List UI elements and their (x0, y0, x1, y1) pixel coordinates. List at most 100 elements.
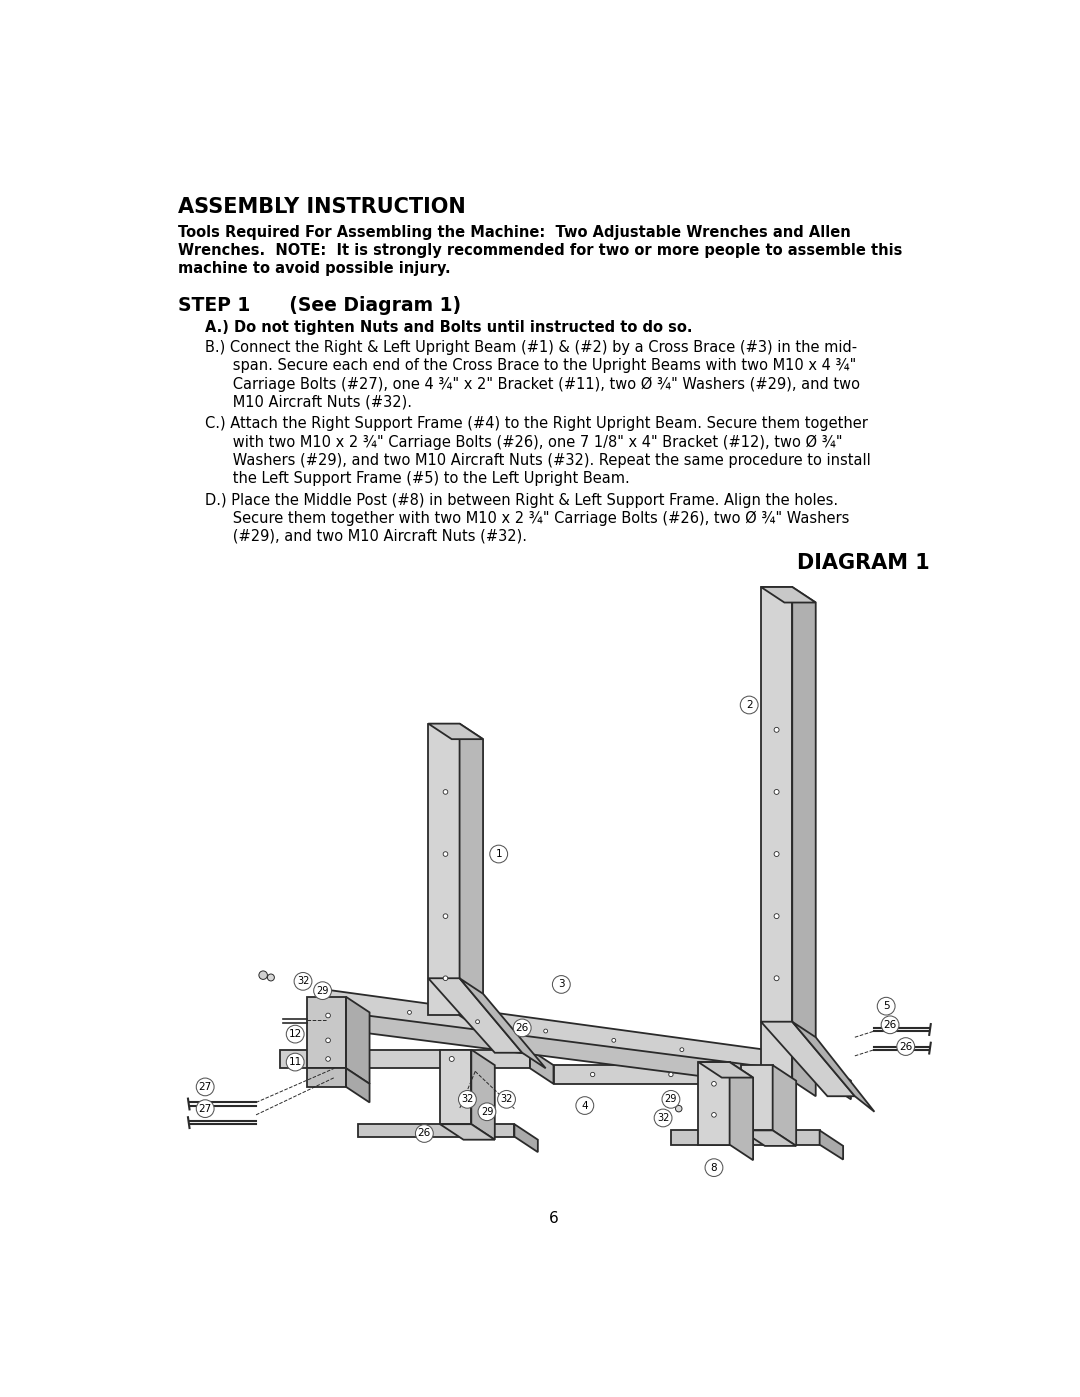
Text: 32: 32 (657, 1113, 670, 1123)
Circle shape (552, 975, 570, 993)
Polygon shape (316, 989, 775, 1073)
Circle shape (896, 1038, 915, 1055)
Circle shape (449, 1056, 455, 1062)
Polygon shape (346, 1069, 369, 1102)
Polygon shape (440, 1125, 495, 1140)
Polygon shape (307, 1069, 346, 1087)
Circle shape (475, 1020, 480, 1024)
Circle shape (774, 975, 779, 981)
Polygon shape (440, 1049, 471, 1125)
Text: 26: 26 (418, 1129, 431, 1139)
Text: C.) Attach the Right Support Frame (#4) to the Right Upright Beam. Secure them t: C.) Attach the Right Support Frame (#4) … (205, 416, 867, 432)
Circle shape (740, 696, 758, 714)
Text: A.) Do not tighten Nuts and Bolts until instructed to do so.: A.) Do not tighten Nuts and Bolts until … (205, 320, 692, 335)
Text: Secure them together with two M10 x 2 ¾" Carriage Bolts (#26), two Ø ¾" Washers: Secure them together with two M10 x 2 ¾"… (205, 511, 849, 527)
Circle shape (712, 1112, 716, 1118)
Circle shape (774, 728, 779, 732)
Polygon shape (699, 1062, 753, 1077)
Polygon shape (741, 1065, 772, 1130)
Polygon shape (460, 978, 545, 1069)
Text: 8: 8 (711, 1162, 717, 1172)
Text: 2: 2 (746, 700, 753, 710)
Polygon shape (699, 1062, 730, 1144)
Circle shape (490, 845, 508, 863)
Circle shape (877, 997, 895, 1016)
Text: 32: 32 (500, 1094, 513, 1105)
Text: 11: 11 (288, 1058, 301, 1067)
Circle shape (326, 1056, 330, 1062)
Text: DIAGRAM 1: DIAGRAM 1 (797, 553, 930, 573)
Text: with two M10 x 2 ¾" Carriage Bolts (#26), one 7 1/8" x 4" Bracket (#12), two Ø ¾: with two M10 x 2 ¾" Carriage Bolts (#26)… (205, 434, 842, 450)
Text: 26: 26 (900, 1042, 913, 1052)
Circle shape (294, 972, 312, 990)
Text: ASSEMBLY INSTRUCTION: ASSEMBLY INSTRUCTION (177, 197, 465, 217)
Circle shape (443, 977, 448, 981)
Polygon shape (761, 587, 793, 1081)
Text: 12: 12 (288, 1030, 301, 1039)
Polygon shape (761, 587, 815, 602)
Text: 29: 29 (481, 1106, 494, 1116)
Circle shape (197, 1099, 214, 1118)
Circle shape (660, 1118, 666, 1125)
Polygon shape (772, 1065, 796, 1146)
Text: Wrenches.  NOTE:  It is strongly recommended for two or more people to assemble : Wrenches. NOTE: It is strongly recommend… (177, 243, 902, 257)
Polygon shape (307, 997, 346, 1069)
Polygon shape (471, 1049, 495, 1140)
Circle shape (286, 1025, 305, 1044)
Circle shape (498, 1091, 515, 1108)
Polygon shape (429, 724, 483, 739)
Polygon shape (730, 1062, 753, 1160)
Circle shape (680, 1048, 684, 1052)
Polygon shape (514, 1125, 538, 1153)
Circle shape (197, 1078, 214, 1095)
Text: D.) Place the Middle Post (#8) in between Right & Left Support Frame. Align the : D.) Place the Middle Post (#8) in betwee… (205, 493, 838, 507)
Circle shape (407, 1010, 411, 1014)
Circle shape (478, 1102, 496, 1120)
Circle shape (705, 1158, 723, 1176)
Text: 4: 4 (581, 1101, 589, 1111)
Text: 1: 1 (496, 849, 502, 859)
Circle shape (576, 1097, 594, 1115)
Circle shape (774, 852, 779, 856)
Polygon shape (820, 1130, 843, 1160)
Circle shape (774, 789, 779, 795)
Text: 29: 29 (316, 986, 328, 996)
Circle shape (459, 1091, 476, 1108)
Text: 26: 26 (883, 1020, 896, 1030)
Circle shape (591, 1073, 595, 1077)
Text: machine to avoid possible injury.: machine to avoid possible injury. (177, 261, 450, 275)
Text: Carriage Bolts (#27), one 4 ¾" x 2" Bracket (#11), two Ø ¾" Washers (#29), and t: Carriage Bolts (#27), one 4 ¾" x 2" Brac… (205, 376, 860, 391)
Polygon shape (827, 1065, 851, 1099)
Text: 26: 26 (515, 1023, 529, 1032)
Circle shape (326, 1038, 330, 1042)
Text: 5: 5 (882, 1002, 890, 1011)
Circle shape (662, 1091, 679, 1108)
Text: 6: 6 (549, 1211, 558, 1227)
Polygon shape (530, 1049, 554, 1084)
Polygon shape (793, 1021, 875, 1112)
Circle shape (443, 789, 448, 795)
Circle shape (416, 1125, 433, 1143)
Text: 32: 32 (297, 977, 309, 986)
Circle shape (326, 1013, 330, 1018)
Polygon shape (793, 587, 815, 1097)
Circle shape (259, 971, 268, 979)
Polygon shape (429, 978, 523, 1053)
Polygon shape (321, 1010, 782, 1087)
Circle shape (443, 914, 448, 918)
Polygon shape (357, 1125, 514, 1137)
Text: Tools Required For Assembling the Machine:  Two Adjustable Wrenches and Allen: Tools Required For Assembling the Machin… (177, 225, 850, 240)
Circle shape (313, 982, 332, 999)
Text: span. Secure each end of the Cross Brace to the Upright Beams with two M10 x 4 ¾: span. Secure each end of the Cross Brace… (205, 358, 856, 373)
Circle shape (543, 1030, 548, 1032)
Text: M10 Aircraft Nuts (#32).: M10 Aircraft Nuts (#32). (205, 394, 411, 409)
Text: the Left Support Frame (#5) to the Left Upright Beam.: the Left Support Frame (#5) to the Left … (205, 471, 630, 486)
Text: STEP 1      (See Diagram 1): STEP 1 (See Diagram 1) (177, 296, 461, 314)
Polygon shape (429, 724, 460, 1016)
Circle shape (268, 974, 274, 981)
Polygon shape (671, 1130, 820, 1144)
Text: 32: 32 (461, 1094, 474, 1105)
Polygon shape (741, 1130, 796, 1146)
Circle shape (675, 1105, 681, 1112)
Circle shape (513, 1018, 531, 1037)
